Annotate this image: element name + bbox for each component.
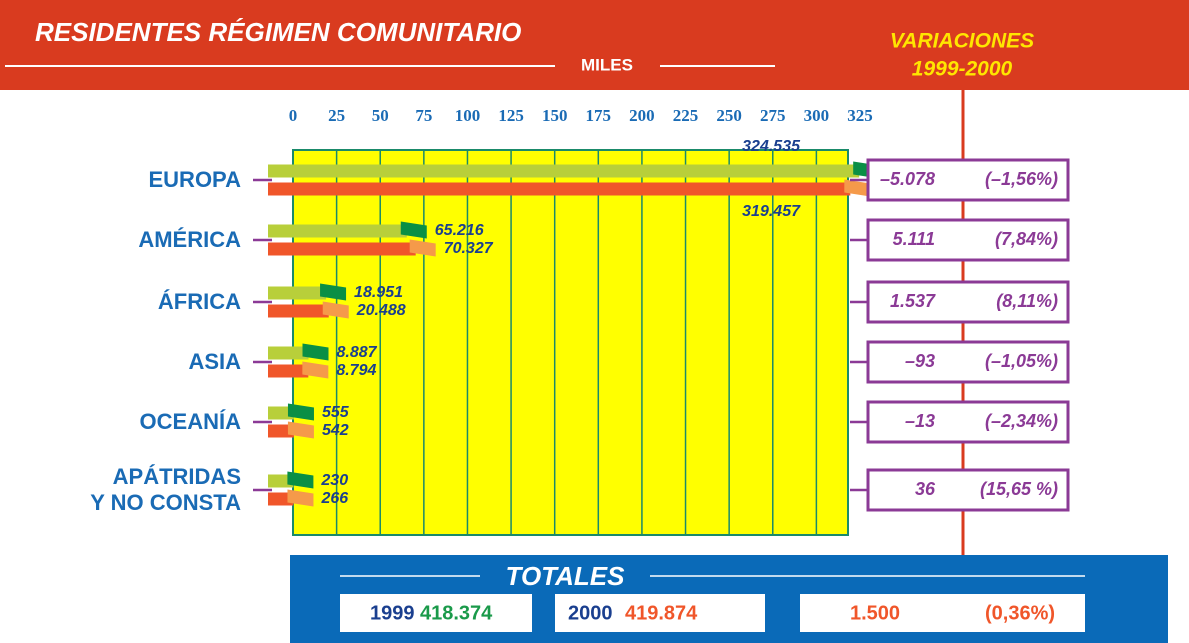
x-tick-label: 25 [328,106,345,125]
variation-absolute: –5.078 [880,169,935,189]
x-tick-label: 75 [415,106,432,125]
total-value: 418.374 [420,602,493,624]
bar-cap [844,179,871,197]
value-label: 70.327 [444,240,494,257]
x-tick-label: 50 [372,106,389,125]
total-box [800,594,1085,632]
category-label: AMÉRICA [138,227,241,252]
x-tick-label: 300 [804,106,830,125]
bar [268,182,851,196]
category-label: ÁFRICA [157,289,241,314]
variation-percent: (7,84%) [995,229,1058,249]
bar [268,286,327,300]
x-tick-label: 175 [586,106,612,125]
plot-area [292,149,849,536]
bar [268,304,329,318]
value-label: 324.535 [742,138,801,155]
x-tick-label: 225 [673,106,699,125]
total-year: 2000 [568,602,613,624]
subtitle: MILES [581,55,633,74]
x-tick-label: 250 [716,106,742,125]
chart-title: RESIDENTES RÉGIMEN COMUNITARIO [35,17,521,47]
variation-box [866,468,1070,512]
variation-absolute: 1.537 [890,291,936,311]
variation-percent: (–1,56%) [985,169,1058,189]
variation-percent: (8,11%) [996,291,1058,311]
x-tick-label: 125 [498,106,524,125]
variations-subtitle: 1999-2000 [912,58,1013,81]
value-label: 20.488 [356,302,406,319]
x-tick-label: 325 [847,106,873,125]
category-label: ASIA [188,349,241,374]
variation-absolute: –93 [905,351,935,371]
bar-cap [287,471,314,489]
value-label: 8.794 [336,362,376,379]
variations-title: VARIACIONES [890,30,1034,53]
category-label: EUROPA [148,167,242,192]
total-value: 419.874 [625,602,698,624]
bar-cap [400,221,427,239]
variation-box [866,400,1070,444]
total-box [340,594,532,632]
bar [268,474,294,488]
value-label: 319.457 [742,203,801,220]
bar [268,364,309,378]
value-label: 8.887 [337,344,378,361]
variation-percent: (15,65 %) [980,479,1058,499]
variation-box [866,280,1070,324]
variation-percent: (–2,34%) [985,411,1058,431]
x-tick-label: 150 [542,106,568,125]
value-label: 18.951 [354,284,403,301]
bar [268,492,294,506]
bar-cap [302,343,329,361]
variation-absolute: 5.111 [893,229,935,249]
value-label: 266 [320,490,348,507]
header-band [0,0,1189,90]
bar-cap [287,489,314,507]
bar [268,346,309,360]
total-difference: 1.500 [850,602,900,624]
variation-box [866,218,1070,262]
bar-cap [320,283,347,301]
variation-box [866,340,1070,384]
x-tick-label: 200 [629,106,655,125]
bar-cap [302,361,329,379]
variation-absolute: –13 [905,411,935,431]
variation-box [866,158,1070,202]
bar [268,164,860,178]
value-label: 230 [320,472,348,489]
bar-cap [287,421,314,439]
bar-cap [409,239,436,257]
bar [268,224,407,238]
bar-cap [322,301,349,319]
variation-percent: (–1,05%) [985,351,1058,371]
value-label: 542 [322,422,349,439]
total-year: 1999 [370,602,415,624]
x-tick-label: 275 [760,106,786,125]
bar [268,406,294,420]
value-label: 65.216 [435,222,484,239]
bar [268,242,416,256]
x-tick-label: 0 [289,106,298,125]
totals-title: TOTALES [506,561,626,591]
total-box [555,594,765,632]
bar-cap [287,403,314,421]
category-label: OCEANÍA [139,409,241,434]
category-label: APÁTRIDAS Y NO CONSTA [90,464,241,515]
bar [268,424,294,438]
value-label: 555 [322,404,350,421]
variation-absolute: 36 [915,479,936,499]
total-difference-percent: (0,36%) [985,602,1055,624]
x-tick-label: 100 [455,106,481,125]
